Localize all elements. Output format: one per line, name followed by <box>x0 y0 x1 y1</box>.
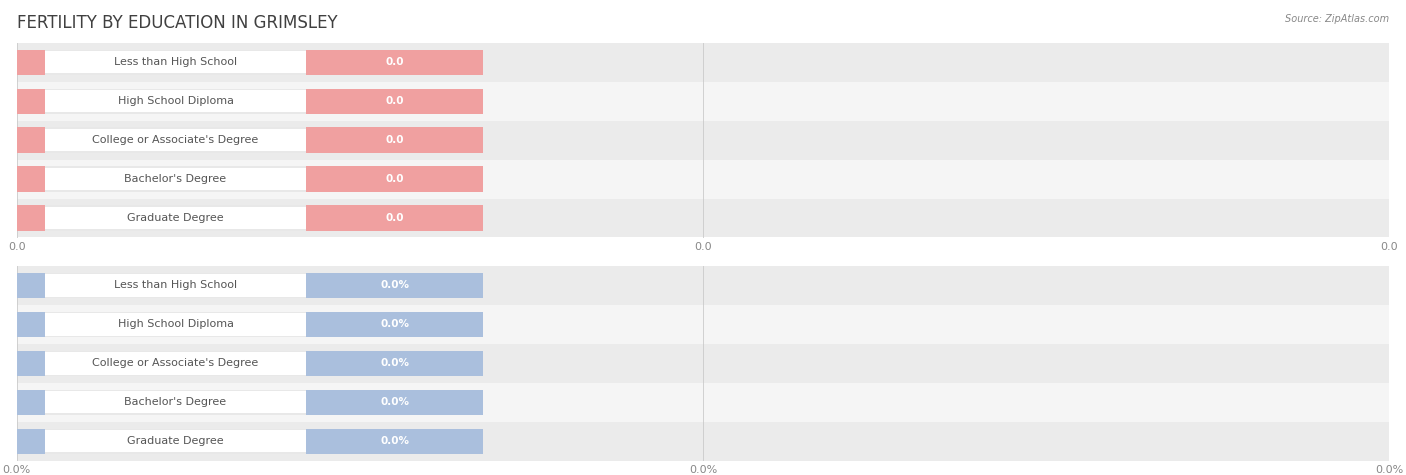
Bar <box>45 207 307 229</box>
Bar <box>17 166 484 192</box>
Bar <box>307 88 484 114</box>
Bar <box>17 166 45 192</box>
Text: High School Diploma: High School Diploma <box>118 319 233 330</box>
Bar <box>307 49 484 75</box>
Text: 0.0: 0.0 <box>385 135 404 145</box>
Bar <box>17 351 45 376</box>
Bar <box>17 49 484 75</box>
Text: 0.0%: 0.0% <box>380 358 409 369</box>
Bar <box>17 205 484 231</box>
Text: Source: ZipAtlas.com: Source: ZipAtlas.com <box>1285 14 1389 24</box>
Text: Graduate Degree: Graduate Degree <box>127 213 224 223</box>
Bar <box>45 51 307 73</box>
Bar <box>307 205 484 231</box>
Bar <box>17 312 484 337</box>
Bar <box>17 344 1389 383</box>
Bar <box>17 305 1389 344</box>
Text: High School Diploma: High School Diploma <box>118 96 233 106</box>
Bar <box>17 127 484 153</box>
Bar <box>17 312 45 337</box>
Text: 0.0: 0.0 <box>385 96 404 106</box>
Bar <box>17 88 484 114</box>
Bar <box>45 430 307 452</box>
Bar <box>17 351 484 376</box>
Text: 0.0%: 0.0% <box>380 436 409 446</box>
Bar <box>17 43 1389 82</box>
Bar <box>45 391 307 413</box>
Bar <box>307 312 484 337</box>
Bar <box>45 275 307 296</box>
Text: 0.0%: 0.0% <box>380 397 409 408</box>
Bar <box>45 352 307 374</box>
Bar <box>45 90 307 112</box>
Bar <box>307 273 484 298</box>
Text: 0.0: 0.0 <box>385 174 404 184</box>
Bar <box>45 314 307 335</box>
Bar <box>307 127 484 153</box>
Bar <box>17 266 1389 305</box>
Bar <box>307 390 484 415</box>
Bar <box>307 166 484 192</box>
Text: FERTILITY BY EDUCATION IN GRIMSLEY: FERTILITY BY EDUCATION IN GRIMSLEY <box>17 14 337 32</box>
Text: Bachelor's Degree: Bachelor's Degree <box>125 397 226 408</box>
Bar <box>17 121 1389 160</box>
Bar <box>17 383 1389 422</box>
Bar <box>17 205 45 231</box>
Text: College or Associate's Degree: College or Associate's Degree <box>93 135 259 145</box>
Bar <box>17 82 1389 121</box>
Text: 0.0: 0.0 <box>385 213 404 223</box>
Bar <box>17 390 45 415</box>
Bar <box>307 428 484 454</box>
Bar <box>17 390 484 415</box>
Bar <box>17 199 1389 238</box>
Text: Bachelor's Degree: Bachelor's Degree <box>125 174 226 184</box>
Text: College or Associate's Degree: College or Associate's Degree <box>93 358 259 369</box>
Bar <box>17 428 45 454</box>
Bar <box>307 351 484 376</box>
Bar <box>17 428 484 454</box>
Bar <box>45 129 307 151</box>
Text: 0.0%: 0.0% <box>380 280 409 291</box>
Text: Less than High School: Less than High School <box>114 280 238 291</box>
Bar <box>17 49 45 75</box>
Bar <box>45 168 307 190</box>
Text: Less than High School: Less than High School <box>114 57 238 67</box>
Text: Graduate Degree: Graduate Degree <box>127 436 224 446</box>
Bar <box>17 88 45 114</box>
Bar <box>17 422 1389 461</box>
Text: 0.0%: 0.0% <box>380 319 409 330</box>
Bar <box>17 160 1389 199</box>
Bar <box>17 273 45 298</box>
Bar <box>17 273 484 298</box>
Text: 0.0: 0.0 <box>385 57 404 67</box>
Bar <box>17 127 45 153</box>
